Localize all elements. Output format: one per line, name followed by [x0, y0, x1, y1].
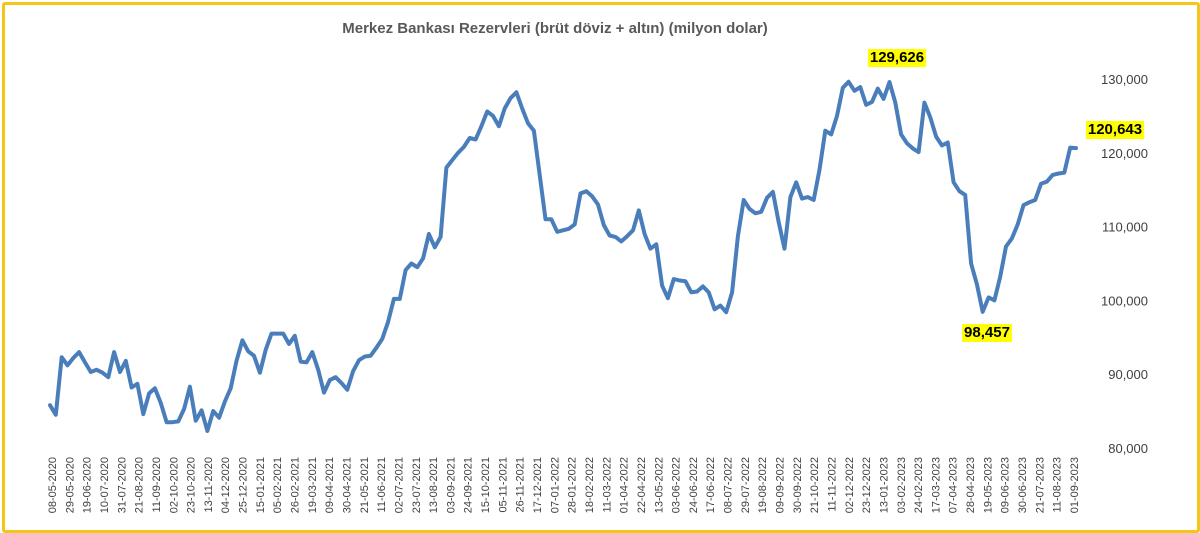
x-tick-label: 17-03-2023: [930, 457, 942, 513]
x-tick-label: 03-02-2023: [896, 457, 908, 513]
series-layer: [48, 79, 1078, 433]
annotation-text: 98,457: [964, 324, 1010, 341]
x-tick-label: 01-09-2023: [1069, 457, 1081, 513]
x-tick-label: 11-09-2020: [151, 457, 163, 512]
annotation-label: 120,643: [1085, 121, 1145, 139]
x-tick-label: 11-11-2022: [826, 457, 838, 512]
x-tick-label: 21-10-2022: [809, 457, 821, 513]
annotation-text: 120,643: [1088, 121, 1142, 138]
y-tick-label: 110,000: [1102, 220, 1148, 235]
x-tick-label: 15-10-2021: [480, 457, 492, 513]
x-tick-label: 23-12-2022: [861, 457, 873, 513]
annotation-highlight: [1085, 121, 1145, 139]
annotation-layer: 129,626 120,643 98,457: [867, 49, 1145, 342]
annotation-label: 129,626: [867, 49, 927, 67]
x-tick-label: 15-01-2021: [255, 457, 267, 513]
x-tick-label: 18-02-2022: [584, 457, 596, 513]
x-tick-label: 03-09-2021: [445, 457, 457, 513]
x-tick-label: 13-01-2023: [878, 457, 890, 513]
x-tick-label: 26-02-2021: [290, 457, 302, 513]
x-tick-label: 28-01-2022: [567, 457, 579, 513]
x-tick-label: 11-08-2023: [1052, 457, 1064, 512]
x-tick-label: 21-05-2021: [359, 457, 371, 513]
x-tick-label: 17-12-2021: [532, 457, 544, 513]
x-tick-label: 19-03-2021: [307, 457, 319, 513]
x-tick-label: 08-07-2022: [723, 457, 735, 513]
x-tick-label: 23-10-2020: [186, 457, 198, 513]
x-tick-label: 23-07-2021: [411, 457, 423, 513]
x-tick-label: 02-12-2022: [844, 457, 856, 513]
x-tick-label: 13-08-2021: [428, 457, 440, 513]
x-tick-label: 29-07-2022: [740, 457, 752, 513]
x-tick-label: 03-06-2022: [671, 457, 683, 513]
x-tick-label: 30-09-2022: [792, 457, 804, 513]
x-tick-label: 09-06-2023: [1000, 457, 1012, 513]
x-tick-label: 24-06-2022: [688, 457, 700, 513]
annotation-label: 98,457: [962, 324, 1012, 342]
y-tick-label: 120,000: [1101, 146, 1148, 161]
x-tick-label: 07-04-2023: [948, 457, 960, 513]
x-tick-label: 17-06-2022: [705, 457, 717, 513]
x-axis: 08-05-2020 29-05-2020 19-06-2020 10-07-2020…: [47, 457, 1081, 513]
annotation-highlight: [867, 49, 927, 67]
y-axis: 80,000 90,000 100,000 110,000 120,000 130,000: [1101, 72, 1148, 456]
x-tick-label: 11-03-2022: [601, 457, 613, 512]
x-tick-label: 09-09-2022: [775, 457, 787, 513]
annotation-text: 129,626: [870, 49, 924, 66]
y-tick-label: 130,000: [1101, 72, 1148, 87]
x-tick-label: 19-08-2022: [757, 457, 769, 513]
x-tick-label: 08-05-2020: [47, 457, 59, 513]
x-tick-label: 07-01-2022: [549, 457, 561, 513]
x-tick-label: 19-06-2020: [82, 457, 94, 513]
y-tick-label: 90,000: [1108, 367, 1148, 382]
x-tick-label: 31-07-2020: [116, 457, 128, 513]
x-tick-label: 04-12-2020: [220, 457, 232, 513]
x-tick-label: 21-07-2023: [1034, 457, 1046, 513]
x-tick-label: 22-04-2022: [636, 457, 648, 513]
x-tick-label: 26-11-2021: [515, 457, 527, 512]
x-tick-label: 24-02-2023: [913, 457, 925, 513]
x-tick-label: 21-08-2020: [134, 457, 146, 513]
x-tick-label: 29-05-2020: [64, 457, 76, 513]
x-tick-label: 11-06-2021: [376, 457, 388, 512]
x-tick-label: 01-04-2022: [619, 457, 631, 513]
x-tick-label: 30-04-2021: [341, 457, 353, 513]
x-tick-label: 09-04-2021: [324, 457, 336, 513]
series-line: [48, 79, 1078, 433]
x-tick-label: 05-02-2021: [272, 457, 284, 513]
x-tick-label: 19-05-2023: [982, 457, 994, 513]
y-tick-label: 100,000: [1101, 293, 1148, 308]
y-tick-label: 80,000: [1108, 441, 1148, 456]
x-tick-label: 02-07-2021: [393, 457, 405, 513]
x-tick-label: 30-06-2023: [1017, 457, 1029, 513]
x-tick-label: 13-05-2022: [653, 457, 665, 513]
x-tick-label: 05-11-2021: [497, 457, 509, 512]
x-tick-label: 28-04-2023: [965, 457, 977, 513]
x-tick-label: 25-12-2020: [238, 457, 250, 513]
x-tick-label: 13-11-2020: [203, 457, 215, 512]
x-tick-label: 24-09-2021: [463, 457, 475, 513]
x-tick-label: 02-10-2020: [168, 457, 180, 513]
chart-title: Merkez Bankası Rezervleri (brüt döviz + …: [342, 20, 768, 37]
annotation-highlight: [962, 324, 1012, 342]
x-tick-label: 10-07-2020: [99, 457, 111, 513]
